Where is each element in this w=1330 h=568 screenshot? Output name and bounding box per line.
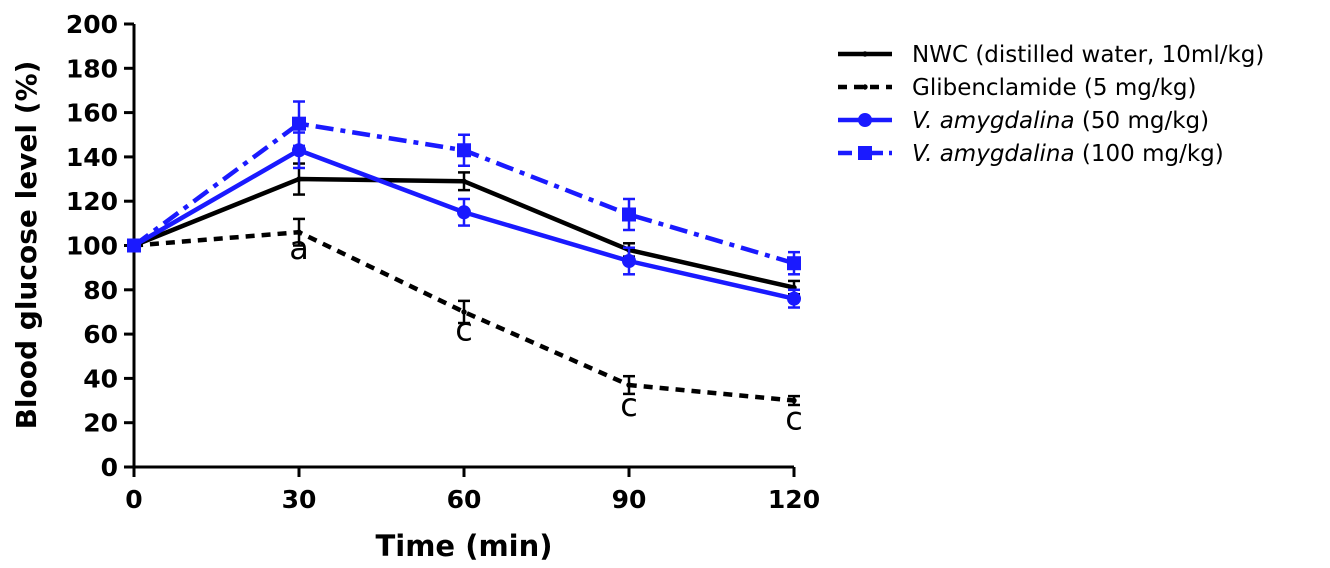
series-line	[133, 229, 795, 403]
data-point	[457, 143, 471, 158]
y-tick-label: 180	[66, 54, 118, 83]
data-point	[127, 238, 141, 253]
legend-label: NWC (distilled water, 10ml/kg)	[912, 42, 1264, 68]
annotations: a c c c	[289, 229, 803, 438]
y-tick-label: 20	[83, 409, 118, 438]
x-tick-label: 90	[612, 485, 647, 514]
legend-marker	[858, 113, 872, 127]
data-point	[457, 205, 471, 220]
series-1	[131, 217, 800, 407]
data-point	[787, 256, 801, 271]
significance-label: c	[620, 386, 638, 424]
legend-marker	[858, 146, 872, 160]
x-axis-label: Time (min)	[375, 529, 552, 563]
plot-area	[127, 100, 801, 407]
data-point	[461, 309, 467, 315]
legend-entry-3: V. amygdalina (100 mg/kg)	[838, 141, 1224, 167]
y-tick-label: 120	[66, 187, 118, 216]
series-3	[127, 100, 801, 276]
data-point	[296, 176, 302, 182]
legend: NWC (distilled water, 10ml/kg) Glibenclam…	[838, 42, 1264, 167]
data-point	[791, 397, 797, 404]
legend-entry-0: NWC (distilled water, 10ml/kg)	[838, 42, 1264, 68]
significance-label: c	[785, 399, 803, 437]
data-point	[622, 254, 636, 269]
y-tick-label: 140	[66, 143, 118, 172]
legend-label: V. amygdalina (100 mg/kg)	[912, 141, 1224, 167]
y-axis-label: Blood glucose level (%)	[10, 61, 43, 430]
y-tick-label: 80	[83, 276, 118, 305]
data-point	[461, 178, 467, 184]
y-tick-label: 40	[83, 364, 118, 393]
y-tick-label: 100	[66, 232, 118, 261]
x-tick-label: 30	[282, 485, 317, 514]
y-tick-label: 200	[66, 10, 118, 39]
legend-marker	[862, 84, 868, 90]
x-tick-label: 0	[125, 485, 142, 514]
legend-entry-2: V. amygdalina (50 mg/kg)	[838, 108, 1209, 134]
x-tick-label: 120	[768, 485, 820, 514]
data-point	[296, 229, 302, 235]
data-point	[622, 207, 636, 222]
data-point	[787, 291, 801, 306]
legend-marker	[862, 51, 868, 57]
legend-entry-1: Glibenclamide (5 mg/kg)	[838, 75, 1196, 101]
significance-label: a	[289, 229, 309, 267]
y-tick-label: 0	[101, 453, 118, 482]
x-tick-label: 60	[447, 485, 482, 514]
y-tick-label: 160	[66, 99, 118, 128]
legend-label: Glibenclamide (5 mg/kg)	[912, 75, 1196, 101]
legend-label: V. amygdalina (50 mg/kg)	[912, 108, 1209, 134]
data-point	[626, 382, 632, 388]
significance-label: c	[455, 311, 473, 349]
axes: 0 20 40 60 80 100 120 140 160 180 200 0 30 60 90 120	[66, 10, 820, 514]
y-tick-label: 60	[83, 320, 118, 349]
series-0	[131, 162, 800, 296]
data-point	[292, 116, 306, 131]
